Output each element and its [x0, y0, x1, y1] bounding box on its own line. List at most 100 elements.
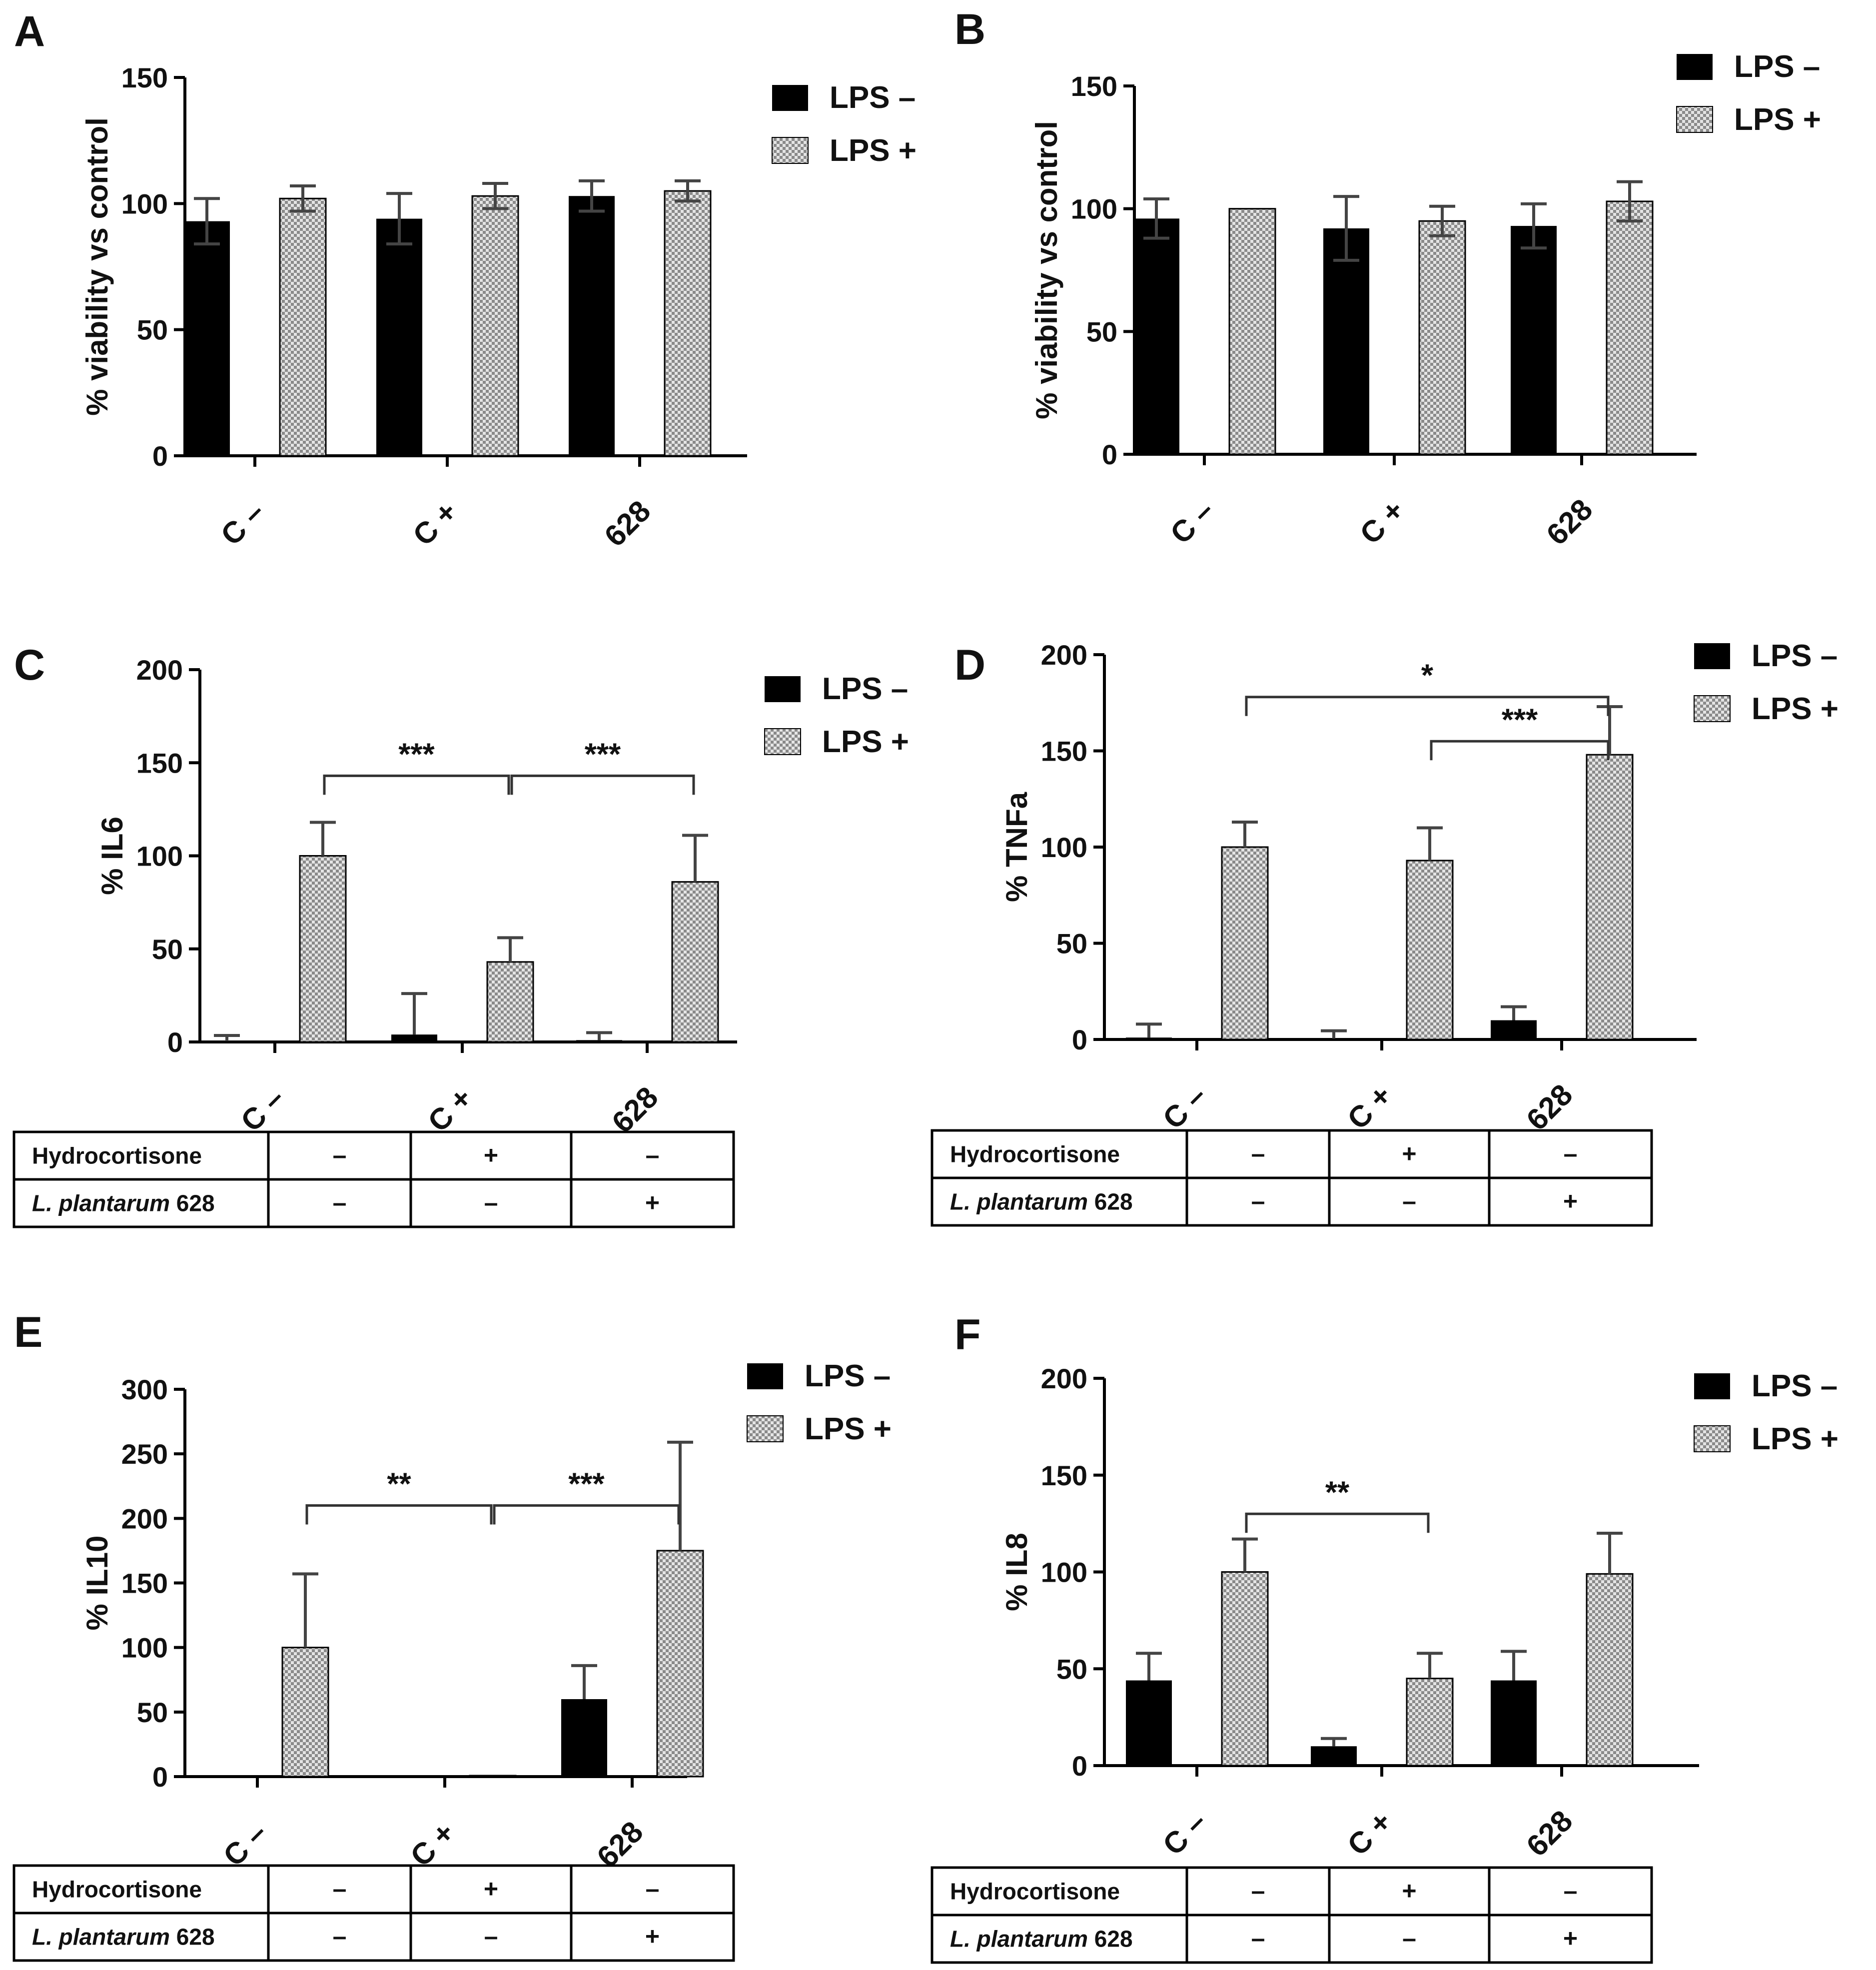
x-category-label: C +	[1341, 1805, 1398, 1862]
y-tick-label: 50	[137, 1697, 168, 1728]
x-category-label: C –	[1156, 1805, 1213, 1862]
table-row-label: L. plantarum 628	[950, 1189, 1133, 1215]
bar-lps-plus	[1228, 208, 1276, 455]
panel-b: B 0 50 100 150% viability vs control C – C + 62…	[954, 5, 1821, 552]
significance-label: ***	[1502, 703, 1538, 737]
bar-lps-plus	[664, 190, 712, 457]
table-cell: –	[646, 1875, 660, 1903]
table-cell: –	[1564, 1877, 1578, 1905]
y-tick-label: 150	[121, 1568, 168, 1599]
y-axis-label: % IL10	[80, 1535, 114, 1630]
x-category-label: C –	[234, 1081, 291, 1138]
legend-label-lps-plus: LPS +	[1752, 1422, 1839, 1456]
x-category-label: C –	[1156, 1079, 1213, 1135]
bar-lps-plus	[671, 881, 719, 1043]
panel-letter: D	[954, 641, 985, 689]
bar-lps-plus	[279, 197, 327, 457]
legend-label-lps-minus: LPS –	[830, 80, 916, 115]
legend-swatch-lps-plus	[772, 137, 809, 164]
table-cell: +	[645, 1189, 660, 1217]
legend-swatch-lps-plus	[1676, 106, 1713, 133]
bar-lps-minus	[1511, 226, 1557, 454]
legend-label-lps-minus: LPS –	[822, 672, 908, 706]
table-row-label: L. plantarum 628	[32, 1190, 215, 1216]
x-category-label: C –	[217, 1816, 273, 1873]
table-cell: –	[1251, 1925, 1265, 1953]
table-cell: +	[1402, 1877, 1416, 1905]
table-cell: –	[1564, 1140, 1578, 1168]
y-tick-label: 150	[1071, 70, 1117, 102]
bar-lps-minus	[184, 221, 230, 456]
y-tick-label: 200	[121, 1503, 168, 1534]
bar-lps-minus	[204, 1041, 250, 1042]
panel-letter: C	[14, 641, 45, 689]
significance-bracket	[323, 774, 510, 795]
panel-letter: E	[14, 1308, 42, 1356]
bar-lps-plus	[656, 1550, 704, 1778]
legend-swatch-lps-minus	[1694, 1373, 1730, 1399]
table-cell: +	[1563, 1187, 1578, 1215]
table-cell: –	[333, 1141, 347, 1169]
bar-lps-plus	[486, 961, 534, 1043]
bar-lps-plus	[1406, 1678, 1454, 1767]
bar-lps-minus	[569, 196, 615, 456]
treatment-table: Hydrocortisone – + – L. plantarum 628 – – +	[12, 1864, 735, 1962]
legend-swatch-lps-minus	[772, 85, 808, 111]
panel-letter: B	[954, 5, 985, 53]
bar-lps-minus	[374, 1776, 420, 1777]
y-tick-label: 100	[121, 188, 168, 219]
bar-lps-minus	[1133, 218, 1179, 454]
legend-swatch-lps-minus	[1677, 54, 1713, 80]
y-tick-label: 200	[1041, 1363, 1087, 1394]
legend-label-lps-plus: LPS +	[1752, 692, 1839, 726]
bar-lps-minus	[1311, 1038, 1357, 1039]
x-category-label: C –	[1164, 494, 1220, 550]
table-row-label: Hydrocortisone	[950, 1879, 1120, 1905]
legend-swatch-lps-minus	[1694, 643, 1730, 669]
bar-lps-plus	[1586, 754, 1634, 1040]
significance-label: *	[1421, 659, 1434, 693]
panel-a: A 0 50 100 150% viability vs control C – C + 62…	[14, 7, 917, 553]
significance-label: ***	[568, 1467, 605, 1502]
x-category-label: 628	[1540, 492, 1599, 551]
y-tick-label: 0	[167, 1026, 183, 1058]
x-category-label: C +	[406, 495, 464, 552]
y-tick-label: 0	[1102, 439, 1117, 470]
legend-label-lps-minus: LPS –	[1752, 639, 1838, 673]
y-tick-label: 250	[121, 1438, 168, 1470]
bar-lps-minus	[376, 218, 422, 456]
table-cell: –	[646, 1141, 660, 1169]
y-tick-label: 100	[1041, 1557, 1087, 1588]
bar-lps-plus	[1221, 1571, 1269, 1767]
y-tick-label: 50	[152, 934, 183, 965]
y-tick-label: 100	[1041, 832, 1087, 863]
significance-label: ***	[398, 737, 435, 772]
bar-lps-minus	[1491, 1680, 1537, 1766]
table-cell: –	[1251, 1877, 1265, 1905]
x-category-label: 628	[598, 494, 657, 553]
y-tick-label: 0	[1072, 1750, 1087, 1782]
table-cell: –	[484, 1189, 498, 1217]
treatment-table: Hydrocortisone – + – L. plantarum 628 – – +	[931, 1866, 1653, 1964]
significance-bracket	[305, 1504, 493, 1525]
x-category-label: 628	[1520, 1804, 1579, 1863]
y-tick-label: 200	[1041, 639, 1087, 671]
panel-f: F 0 50 100 150 200 % IL8 C – C + 628 ** LPS – LPS + H…	[931, 1311, 1839, 1964]
legend-swatch-lps-plus	[1694, 1425, 1731, 1452]
table-cell: +	[645, 1923, 660, 1951]
table-row-label: L. plantarum 628	[32, 1924, 215, 1950]
x-category-label: C +	[1353, 493, 1411, 551]
significance-label: ***	[585, 737, 621, 772]
y-tick-label: 0	[1072, 1024, 1087, 1055]
table-cell: –	[1251, 1187, 1265, 1215]
bar-lps-minus	[186, 1776, 232, 1777]
table-cell: –	[484, 1923, 498, 1951]
y-tick-label: 200	[136, 654, 183, 686]
table-cell: –	[1251, 1140, 1265, 1168]
y-tick-label: 50	[1086, 316, 1117, 347]
bar-lps-minus	[1311, 1746, 1357, 1766]
legend-swatch-lps-minus	[765, 676, 801, 702]
bar-lps-minus	[1126, 1680, 1172, 1766]
